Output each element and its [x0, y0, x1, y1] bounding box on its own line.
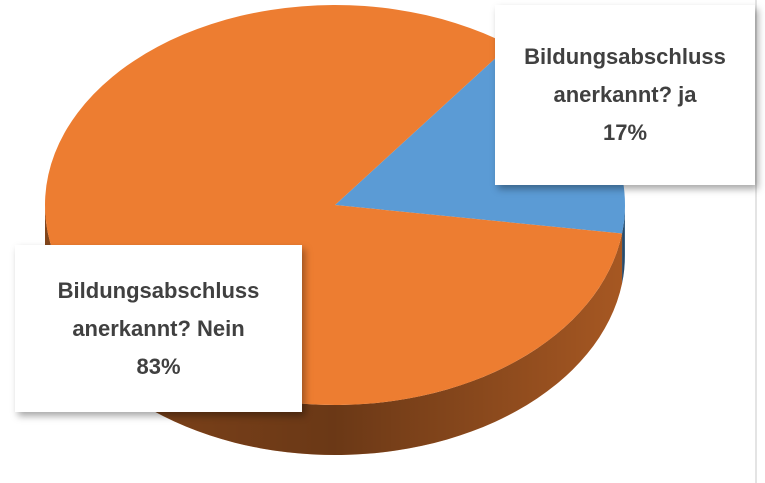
pie-side-shade [622, 205, 625, 284]
label-category: Bildungsabschluss anerkannt? ja [524, 44, 726, 107]
data-label: Bildungsabschluss anerkannt? Nein 83% [15, 245, 302, 412]
label-value: 17% [602, 120, 648, 145]
label-category: Bildungsabschluss anerkannt? Nein [57, 277, 260, 341]
label-value: 83% [136, 353, 181, 379]
data-label: Bildungsabschluss anerkannt? ja 17% [495, 5, 755, 185]
